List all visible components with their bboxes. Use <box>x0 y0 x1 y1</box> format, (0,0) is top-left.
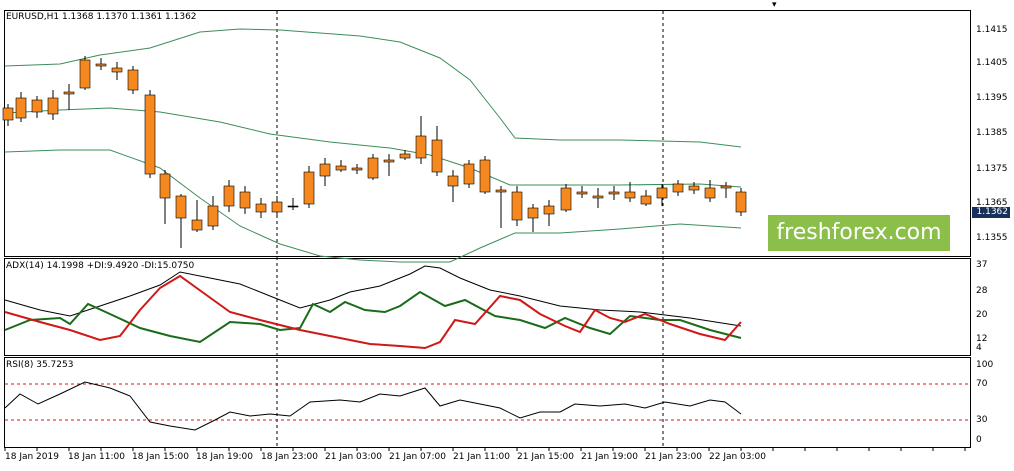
chevron-down-icon[interactable]: ▾ <box>772 0 777 10</box>
candle-body <box>640 195 652 205</box>
time-tick: 22 Jan 03:00 <box>709 452 766 462</box>
candle-body <box>576 191 588 195</box>
current-price-tag: 1.1362 <box>972 207 1010 218</box>
bollinger-middle <box>4 107 742 188</box>
adx-header: ADX(14) 14.1998 +DI:9.4920 -DI:15.0750 <box>6 261 195 271</box>
candle-body <box>735 191 747 213</box>
time-tick: 18 Jan 23:00 <box>261 452 318 462</box>
candle-body <box>367 157 379 179</box>
candle-body <box>704 187 716 199</box>
candle-body <box>223 185 235 207</box>
adx-indicator-pane[interactable] <box>4 258 971 356</box>
rsi-tick: 70 <box>976 379 988 389</box>
price-tick: 1.1415 <box>976 25 1008 35</box>
candle-body <box>144 94 156 175</box>
symbol-header: EURUSD,H1 1.1368 1.1370 1.1361 1.1362 <box>6 12 197 22</box>
candle-body <box>191 219 203 231</box>
candle-body <box>688 185 700 191</box>
candle-body <box>511 191 523 221</box>
candle-body <box>47 97 59 115</box>
candle-body <box>127 69 139 91</box>
candle-body <box>415 135 427 159</box>
time-tick: 21 Jan 23:00 <box>645 452 702 462</box>
candle-body <box>79 59 91 89</box>
bollinger-upper <box>4 28 742 148</box>
candle-body <box>271 201 283 213</box>
candle-body <box>608 191 620 195</box>
candle-body <box>255 203 267 213</box>
candle-body <box>543 205 555 215</box>
candle-body <box>303 171 315 205</box>
bollinger-lower <box>4 149 742 263</box>
time-tick: 18 Jan 11:00 <box>68 452 125 462</box>
candle-body <box>175 195 187 219</box>
candle-body <box>207 205 219 227</box>
candle-body <box>159 173 171 199</box>
candle-body <box>624 191 636 199</box>
minus-di-line <box>4 274 742 350</box>
time-tick: 21 Jan 19:00 <box>581 452 638 462</box>
candle-body <box>31 99 43 113</box>
candle-body <box>399 153 411 159</box>
candle-body <box>239 191 251 209</box>
adx-tick: 20 <box>976 310 988 320</box>
time-tick: 21 Jan 07:00 <box>389 452 446 462</box>
candle-body <box>319 163 331 177</box>
price-tick: 1.1405 <box>976 58 1008 68</box>
price-tick: 1.1365 <box>976 198 1008 208</box>
candle-body <box>111 67 123 73</box>
candle-body <box>495 189 507 193</box>
candle-body <box>672 183 684 193</box>
price-tick: 1.1355 <box>976 233 1008 243</box>
rsi-indicator-pane[interactable] <box>4 357 971 448</box>
candle-body <box>592 195 604 199</box>
candle-body <box>383 159 395 163</box>
candle-body <box>463 163 475 185</box>
candle-body <box>287 205 299 208</box>
adx-tick: 37 <box>976 260 988 270</box>
adx-tick: 28 <box>976 286 988 296</box>
time-tick: 21 Jan 03:00 <box>325 452 382 462</box>
rsi-header: RSI(8) 35.7253 <box>6 360 74 370</box>
adx-tick: 4 <box>976 343 982 353</box>
candle-body <box>431 139 443 173</box>
price-tick: 1.1385 <box>976 128 1008 138</box>
price-tick: 1.1375 <box>976 164 1008 174</box>
candle-body <box>351 167 363 171</box>
candle-body <box>720 185 732 189</box>
time-tick: 21 Jan 15:00 <box>517 452 574 462</box>
candle-body <box>335 165 347 171</box>
rsi-tick: 100 <box>976 360 994 370</box>
rsi-tick: 30 <box>976 415 988 425</box>
time-tick: 18 Jan 2019 <box>5 452 59 462</box>
price-tick: 1.1395 <box>976 93 1008 103</box>
rsi-line <box>4 381 742 431</box>
plus-di-line <box>4 290 742 344</box>
time-tick: 18 Jan 15:00 <box>132 452 189 462</box>
rsi-tick: 0 <box>976 435 982 445</box>
adx-tick: 12 <box>976 334 988 344</box>
adx-line <box>4 265 742 327</box>
candle-body <box>15 97 27 119</box>
candle-body <box>560 187 572 211</box>
candle-body <box>2 107 14 121</box>
brand-watermark: freshforex.com <box>768 215 950 251</box>
candle-body <box>63 91 75 95</box>
candle-body <box>656 187 668 199</box>
candle-body <box>447 175 459 187</box>
time-tick: 18 Jan 19:00 <box>196 452 253 462</box>
time-tick: 21 Jan 11:00 <box>453 452 510 462</box>
candle-body <box>479 159 491 193</box>
candle-body <box>95 63 107 67</box>
candle-body <box>527 207 539 219</box>
